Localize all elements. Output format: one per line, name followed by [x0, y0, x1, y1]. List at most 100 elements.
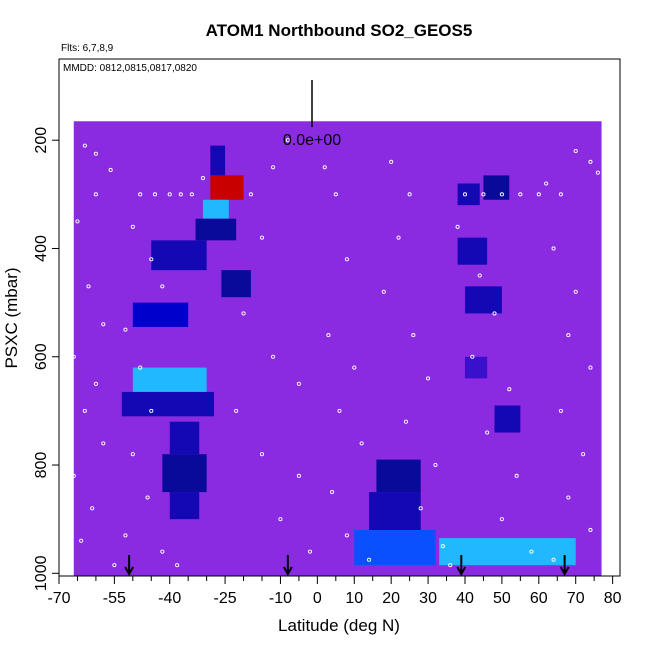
- x-tick-label-6: 10: [345, 590, 363, 607]
- heatmap-cell-15: [439, 538, 576, 566]
- track-point-40: [296, 381, 301, 386]
- x-tick-label-5: 0: [313, 590, 322, 607]
- track-point-37: [259, 235, 265, 240]
- x-tick-label-2: -40: [158, 590, 181, 607]
- track-point-71: [536, 192, 541, 197]
- track-point-33: [200, 176, 205, 181]
- track-point-45: [307, 549, 313, 554]
- track-point-77: [485, 430, 490, 435]
- track-point-8: [101, 322, 106, 327]
- heatmap-cell-5: [221, 270, 251, 298]
- x-axis-label: Latitude (deg N): [278, 616, 400, 635]
- flights-label: Flts: 6,7,8,9: [61, 43, 114, 54]
- track-point-69: [499, 192, 504, 197]
- track-point-4: [93, 192, 98, 197]
- heatmap-cell-17: [483, 175, 510, 200]
- track-point-1: [82, 143, 87, 148]
- track-point-58: [396, 235, 401, 240]
- y-tick-label-2: 600: [33, 343, 50, 370]
- track-point-7: [86, 284, 91, 289]
- track-point-83: [573, 148, 578, 154]
- track-point-51: [337, 408, 342, 413]
- track-point-86: [551, 246, 556, 251]
- track-point-26: [138, 365, 143, 370]
- dates-label: MMDD: 0812,0815,0817,0820: [63, 63, 197, 74]
- track-point-57: [407, 192, 412, 197]
- track-point-6: [68, 257, 73, 262]
- x-tick-label-1: -55: [103, 590, 126, 607]
- heatmap-cell-10: [162, 454, 207, 493]
- track-point-47: [333, 192, 338, 197]
- track-point-5: [75, 219, 80, 224]
- track-point-13: [71, 473, 76, 478]
- track-point-54: [344, 533, 349, 538]
- heatmap-cell-12: [376, 459, 421, 493]
- track-point-79: [499, 517, 504, 522]
- track-point-18: [152, 192, 158, 197]
- heatmap-cell-13: [369, 492, 421, 530]
- chart-title: ATOM1 Northbound SO2_GEOS5: [206, 21, 473, 40]
- x-axis: -70 -55 -40 -25 -10 0 10 20 30 40 50 60 70 80: [47, 576, 622, 607]
- track-point-14: [90, 506, 95, 511]
- track-point-84: [588, 159, 593, 164]
- track-point-2: [93, 151, 98, 156]
- track-point-94: [551, 557, 556, 562]
- track-point-82: [558, 192, 563, 197]
- arrow-markers: [124, 555, 570, 577]
- track-point-28: [130, 452, 135, 457]
- x-tick-label-9: 40: [456, 590, 474, 607]
- track-point-42: [259, 452, 265, 457]
- track-point-48: [344, 257, 349, 262]
- x-tick-label-8: 30: [419, 590, 437, 607]
- track-point-92: [566, 495, 571, 500]
- track-point-63: [433, 462, 438, 468]
- heatmap-cell-20: [464, 356, 488, 379]
- x-tick-label-0: -70: [47, 590, 70, 607]
- x-tick-label-4: -10: [269, 590, 292, 607]
- track-point-21: [189, 192, 194, 197]
- heatmap-cell-7: [132, 367, 207, 392]
- track-point-27: [149, 408, 154, 413]
- heatmap-cell-2: [202, 199, 229, 219]
- track-point-9: [71, 354, 76, 359]
- track-point-32: [175, 563, 180, 568]
- track-point-3: [108, 167, 113, 173]
- track-point-53: [330, 490, 335, 495]
- track-point-59: [381, 289, 386, 294]
- track-point-25: [123, 327, 128, 332]
- track-point-44: [278, 517, 283, 522]
- track-point-74: [492, 311, 497, 316]
- scale-label: 0.0e+00: [283, 132, 341, 149]
- track-point-66: [448, 563, 453, 568]
- track-point-29: [145, 495, 150, 500]
- track-point-10: [93, 381, 98, 386]
- arrow-marker-2: [456, 555, 467, 577]
- track-point-80: [529, 549, 534, 554]
- track-point-20: [178, 192, 183, 197]
- track-point-60: [411, 333, 416, 338]
- field-background: [73, 121, 602, 577]
- scale-indicator: 0.0e+00: [283, 80, 341, 149]
- y-tick-label-0: 200: [33, 127, 50, 154]
- heatmap-cell-3: [195, 218, 237, 241]
- x-tick-label-10: 50: [493, 590, 511, 607]
- track-point-50: [352, 365, 357, 370]
- heatmap-cell-16: [457, 183, 480, 206]
- track-point-72: [455, 224, 460, 229]
- track-point-78: [514, 473, 519, 478]
- heatmap-cell-14: [354, 529, 436, 566]
- track-point-55: [366, 557, 372, 562]
- track-point-30: [123, 533, 128, 538]
- heatmap-cell-21: [494, 405, 521, 433]
- arrow-marker-1: [282, 555, 293, 577]
- track-point-56: [389, 159, 394, 164]
- plot-frame: [58, 58, 621, 577]
- track-point-85: [595, 170, 600, 175]
- heatmap-cell-4: [151, 240, 207, 271]
- track-point-11: [82, 408, 87, 413]
- track-point-34: [248, 192, 253, 197]
- track-point-15: [79, 538, 84, 543]
- track-point-41: [234, 408, 239, 413]
- track-point-67: [462, 192, 468, 197]
